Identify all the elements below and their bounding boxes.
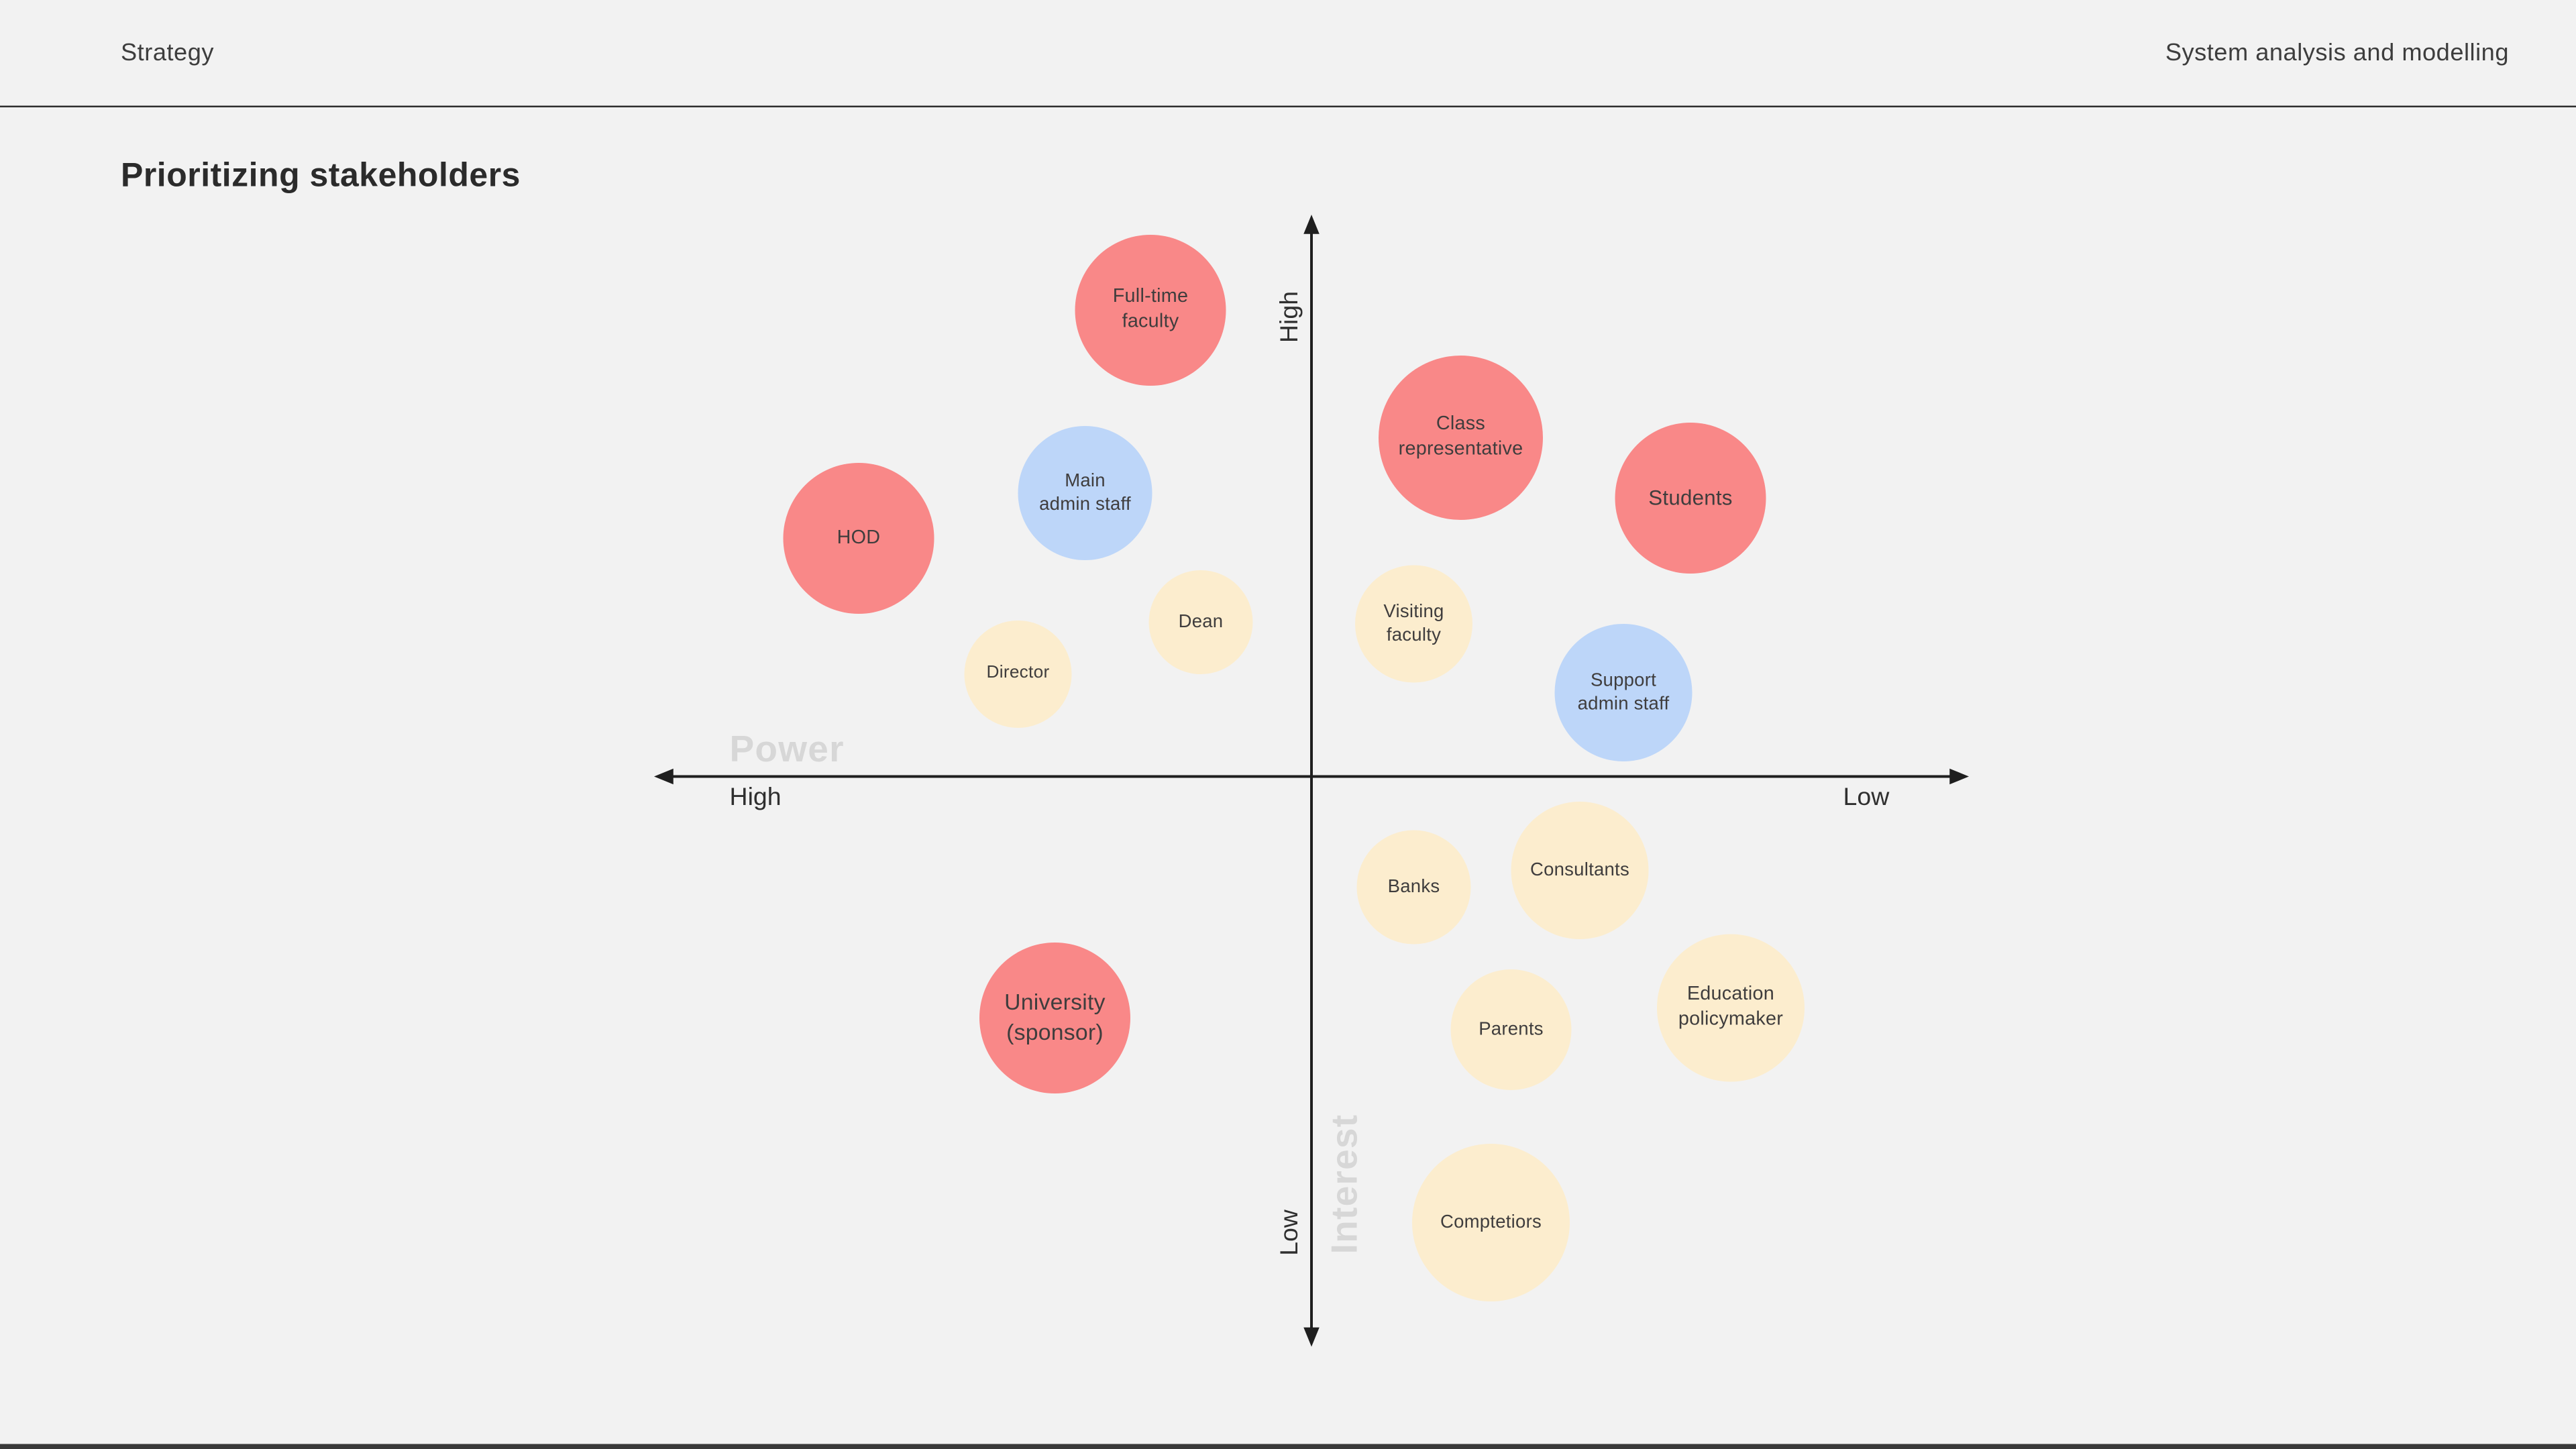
bubble-university-sponsor[interactable]: University (sponsor) [979,943,1130,1093]
header-right-label: System analysis and modelling [2165,39,2509,66]
bubble-consultants[interactable]: Consultants [1511,802,1649,939]
bubble-main-admin-staff[interactable]: Main admin staff [1018,426,1152,560]
x-axis-low-label: Low [1843,783,1890,812]
bubble-hod[interactable]: HOD [783,463,934,614]
bubble-full-time-faculty[interactable]: Full-time faculty [1075,235,1226,386]
bubble-comptetiors[interactable]: Comptetiors [1412,1144,1570,1301]
bubble-students[interactable]: Students [1615,423,1766,574]
y-axis-arrow-up-icon [1303,215,1320,234]
bubble-director[interactable]: Director [964,621,1072,728]
x-axis-high-label: High [729,783,782,812]
x-axis-arrow-right-icon [1949,768,1969,785]
bubble-class-representative[interactable]: Class representative [1379,356,1543,520]
bubble-parents[interactable]: Parents [1450,969,1572,1090]
header-left-label: Strategy [121,39,215,66]
bottom-edge [0,1444,2576,1449]
page-title: Prioritizing stakeholders [121,158,521,195]
header: Strategy System analysis and modelling [0,0,2576,107]
x-axis-label: Power [729,728,845,770]
y-axis-arrow-down-icon [1303,1327,1320,1347]
bubble-visiting-faculty[interactable]: Visiting faculty [1355,565,1472,683]
bubble-dean[interactable]: Dean [1148,570,1253,674]
bubble-education-policymaker[interactable]: Education policymaker [1657,934,1805,1082]
x-axis-arrow-left-icon [654,768,674,785]
bubble-banks[interactable]: Banks [1356,830,1471,945]
bubble-support-admin-staff[interactable]: Support admin staff [1554,624,1693,761]
